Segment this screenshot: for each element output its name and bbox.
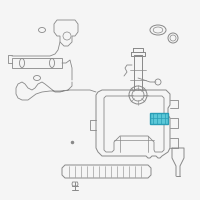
Polygon shape	[150, 113, 168, 124]
Polygon shape	[96, 90, 170, 158]
